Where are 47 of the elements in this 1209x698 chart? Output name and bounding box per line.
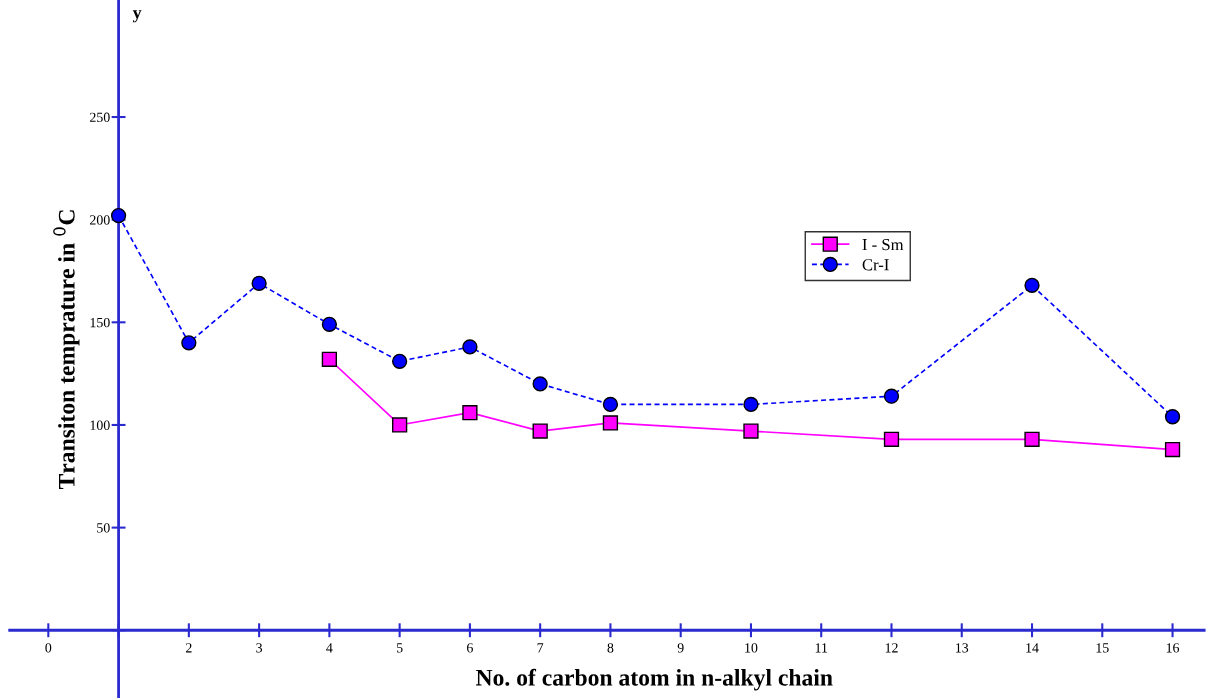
point <box>602 415 619 431</box>
point <box>321 351 338 367</box>
x-tick-label: 4 <box>326 643 333 653</box>
y-tick-label: 250 <box>90 112 110 122</box>
x-tick-label: 2 <box>185 643 192 653</box>
legend-label: I - Sm <box>862 238 904 251</box>
point <box>1164 409 1181 425</box>
x-tick-label: 9 <box>677 643 684 653</box>
point <box>1024 431 1040 447</box>
point <box>181 335 197 351</box>
x-tick-label: 11 <box>815 643 828 653</box>
point <box>251 275 267 291</box>
y-axis-title: Transiton temprature in $^{0}$C <box>53 210 80 490</box>
x-tick-label: 16 <box>1166 643 1180 653</box>
x-tick-label: 5 <box>396 643 403 653</box>
x-tick-label: 6 <box>467 643 473 653</box>
x-tick-label: 10 <box>745 643 758 653</box>
point <box>1024 277 1040 293</box>
point <box>391 353 408 369</box>
x-tick-label: 3 <box>256 643 263 653</box>
x-tick-label: 14 <box>1026 643 1039 653</box>
x-tick-label: 0 <box>45 643 52 653</box>
point <box>110 207 127 224</box>
x-tick-label: 13 <box>956 643 969 653</box>
point <box>462 339 478 355</box>
point <box>883 431 900 447</box>
point <box>532 376 548 392</box>
point <box>883 388 900 404</box>
legend-label: Cr-I <box>862 259 889 271</box>
point <box>462 405 478 421</box>
y-tick-label: 50 <box>97 523 110 533</box>
point <box>743 396 759 413</box>
point <box>321 316 338 333</box>
x-tick-label: 7 <box>537 643 544 653</box>
y-tick-label: 100 <box>90 420 110 430</box>
x-tick-label: 12 <box>885 643 898 653</box>
point <box>391 417 408 433</box>
x-axis-title: No. of carbon atom in n-alkyl chain <box>475 668 833 691</box>
y-tick-label: 150 <box>90 317 110 328</box>
y-tick-label: 200 <box>90 215 110 225</box>
point <box>1164 441 1181 458</box>
x-tick-label: 8 <box>607 643 614 653</box>
point <box>602 396 619 413</box>
x-tick-label: 15 <box>1096 643 1109 653</box>
point <box>532 423 548 439</box>
point <box>743 423 759 439</box>
annotation: y <box>132 10 142 23</box>
